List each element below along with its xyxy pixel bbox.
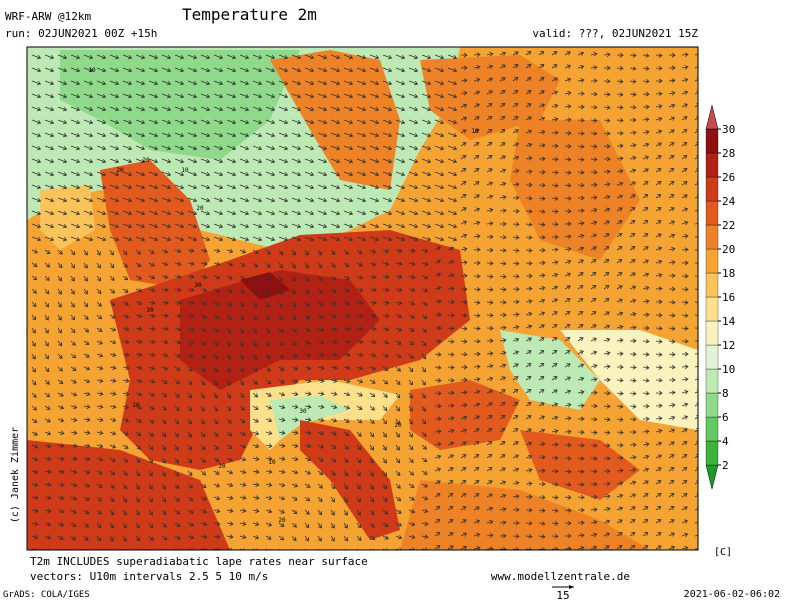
contour-label: 10: [471, 128, 479, 135]
colorbar-tick-label: 2: [722, 459, 729, 472]
contour-label: 20: [146, 307, 154, 314]
colorbar-band: [705, 128, 719, 154]
colorbar-band: [705, 416, 719, 442]
contour-label: 10: [181, 167, 189, 174]
contour-label: 20: [132, 402, 140, 409]
colorbar-band: [705, 152, 719, 178]
temperature-field: [27, 47, 698, 550]
credit: (c) Janek Zimmer: [10, 427, 21, 523]
colorbar-tick-label: 10: [722, 363, 735, 376]
colorbar-low-end: [705, 464, 719, 490]
contour-label: 30: [194, 282, 202, 289]
scale-label: 15: [556, 589, 569, 600]
wind-vectors: [31, 50, 698, 550]
colorbar-tick-label: 14: [722, 315, 736, 328]
colorbar-tick-label: 24: [722, 195, 736, 208]
contour-label: 10: [268, 459, 276, 466]
website: www.modellzentrale.de: [491, 570, 630, 583]
contour-label: 20: [278, 517, 286, 524]
unit-label: [C]: [714, 547, 732, 558]
colorbar-band: [705, 200, 719, 226]
contour-label: 20: [394, 422, 402, 429]
colorbar-band: [705, 392, 719, 418]
colorbar-band: [705, 296, 719, 322]
plot-frame: [26, 46, 699, 551]
colorbar-high-end: [705, 104, 719, 130]
contour-label: 30: [299, 408, 307, 415]
colorbar-band: [705, 176, 719, 202]
wind-arrows: [31, 50, 698, 550]
colorbar-tick-label: 28: [722, 147, 735, 160]
contour-label: 20: [218, 463, 226, 470]
colorbar-tick-label: 4: [722, 435, 729, 448]
contour-label: 20: [142, 157, 150, 164]
colorbar-band: [705, 368, 719, 394]
title: Temperature 2m: [182, 5, 317, 24]
run-label: run: 02JUN2021 00Z +15h: [5, 27, 157, 40]
colorbar-tick-label: 18: [722, 267, 735, 280]
colorbar-band: [705, 320, 719, 346]
colorbar-tick-label: 16: [722, 291, 735, 304]
timestamp: 2021-06-02-06:02: [684, 589, 780, 600]
contour-label: 10: [88, 67, 96, 74]
colorbar-band: [705, 248, 719, 274]
colorbar-band: [705, 344, 719, 370]
colorbar-tick-label: 26: [722, 171, 735, 184]
model-label: WRF-ARW @12km: [5, 10, 91, 23]
colorbar-tick-label: 22: [722, 219, 735, 232]
colorbar-tick-label: 8: [722, 387, 729, 400]
contour-labels: 10 20 20 10 20 10 30 20 20 20 10 20 30 20: [88, 67, 479, 524]
footer-note: T2m INCLUDES superadiabatic lape rates n…: [30, 555, 368, 568]
scale-arrow-head: [569, 585, 574, 589]
contour-label: 20: [116, 167, 124, 174]
colorbar-band: [705, 440, 719, 466]
valid-label: valid: ???, 02JUN2021 15Z: [532, 27, 698, 40]
colorbar-tick-label: 6: [722, 411, 729, 424]
contour-label: 20: [196, 205, 204, 212]
colorbar-band: [705, 272, 719, 298]
vectors-note: vectors: U10m intervals 2.5 5 10 m/s: [30, 570, 268, 583]
colorbar-tick-label: 20: [722, 243, 735, 256]
colorbar-tick-label: 12: [722, 339, 735, 352]
grads-label: GrADS: COLA/IGES: [3, 590, 90, 600]
colorbar-tick-label: 30: [722, 123, 735, 136]
colorbar-band: [705, 224, 719, 250]
